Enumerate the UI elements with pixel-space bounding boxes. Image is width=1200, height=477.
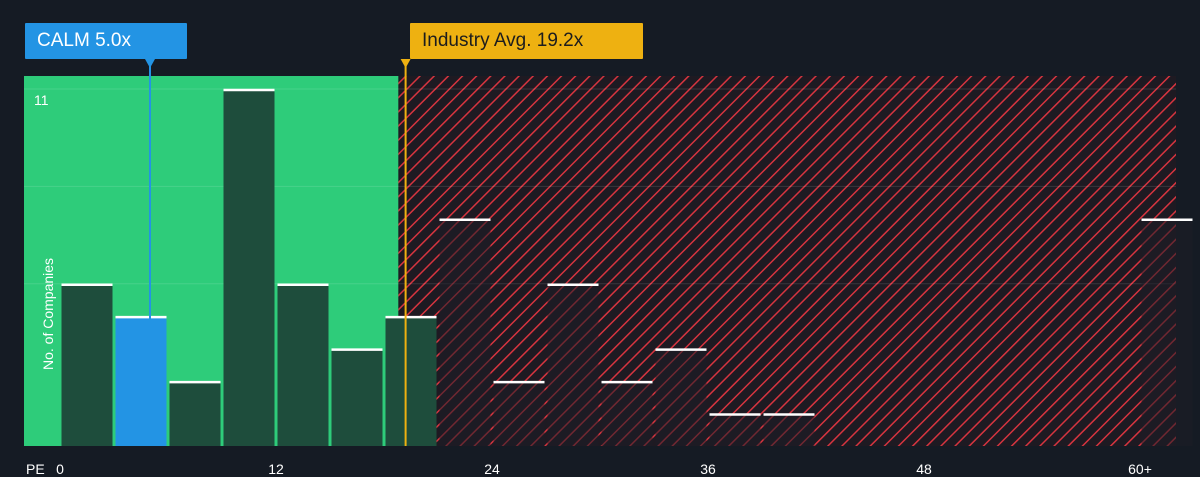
- x-tick-label: 12: [268, 461, 284, 477]
- bar-27: [547, 283, 599, 446]
- x-axis-label: PE: [26, 461, 45, 477]
- bar-0: [61, 283, 113, 446]
- x-tick-label: 48: [916, 461, 932, 477]
- x-tick-label: 60+: [1128, 461, 1152, 477]
- bar-9: [223, 88, 275, 446]
- bar-21: [439, 218, 491, 446]
- x-tick-label: 36: [700, 461, 716, 477]
- bar-3: [115, 316, 167, 446]
- x-tick-label: 0: [56, 461, 64, 477]
- bar-6: [169, 381, 221, 446]
- bar-24: [493, 381, 545, 446]
- bar-39: [763, 413, 815, 446]
- industry-callout-pointer: [400, 59, 411, 68]
- bar-12: [277, 283, 329, 446]
- bar-36: [709, 413, 761, 446]
- bar-18: [385, 316, 437, 446]
- industry-average-callout: Industry Avg. 19.2x: [410, 23, 643, 59]
- bar-15: [331, 348, 383, 446]
- company-pe-callout: CALM 5.0x: [25, 23, 187, 59]
- x-tick-label: 24: [484, 461, 500, 477]
- bar-30: [601, 381, 653, 446]
- bar-33: [655, 348, 707, 446]
- y-max-label: 11: [34, 92, 49, 108]
- bar-60: [1141, 218, 1193, 446]
- company-callout-pointer: [145, 59, 155, 68]
- y-axis-label: No. of Companies: [40, 257, 56, 370]
